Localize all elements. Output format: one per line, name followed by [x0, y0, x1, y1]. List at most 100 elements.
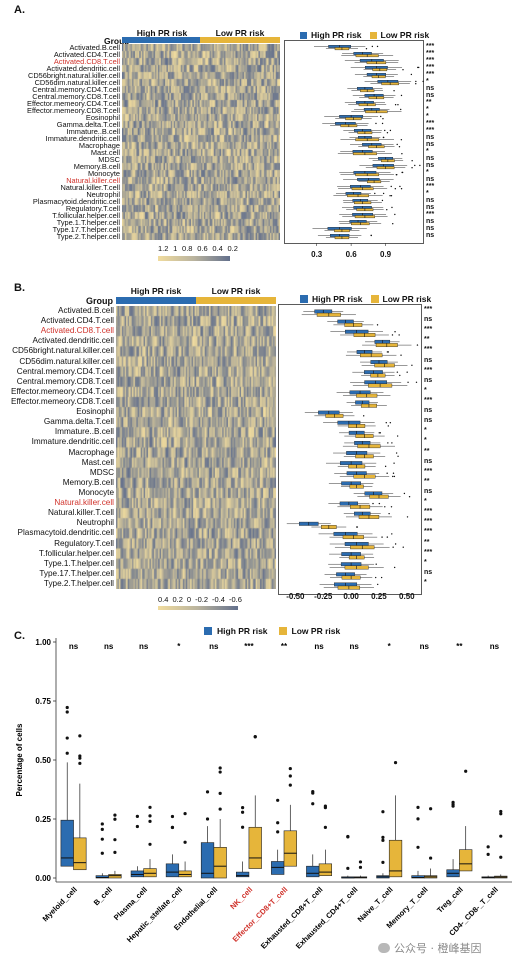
- significance-label: ***: [424, 346, 433, 354]
- outlier-point: [100, 851, 104, 855]
- outlier-point: [65, 705, 69, 710]
- outlier-point: [464, 769, 468, 773]
- outlier-point: [385, 422, 387, 424]
- outlier-point: [406, 371, 408, 373]
- outlier-point: [386, 208, 388, 211]
- significance-label: ns: [426, 231, 435, 239]
- significance-label: ns: [490, 642, 500, 651]
- significance-label: ns: [426, 161, 435, 169]
- outlier-point: [416, 845, 420, 849]
- outlier-point: [323, 804, 327, 808]
- row-label: Mast.cell: [90, 147, 120, 157]
- significance-label: *: [426, 77, 429, 85]
- outlier-point: [374, 192, 376, 195]
- row-label: Type.1.T.helper.cell: [56, 217, 120, 227]
- panel-a-scale-tick: 0.8: [182, 244, 193, 253]
- box-low: [178, 870, 192, 878]
- outlier-point: [388, 512, 390, 515]
- outlier-point: [415, 80, 417, 83]
- outlier-point: [78, 761, 82, 765]
- outlier-point: [381, 536, 383, 538]
- row-label: Monocyte: [87, 168, 120, 178]
- legend-low-label: Low PR risk: [380, 30, 430, 40]
- panel-b-axis-labels: -0.50 -0.25 0.00 0.25 0.50: [278, 592, 430, 604]
- outlier-point: [148, 819, 152, 823]
- outlier-point: [148, 842, 152, 846]
- y-tick-label: 0.50: [35, 756, 51, 765]
- legend-high-label: High PR risk: [217, 626, 268, 636]
- significance-label: ***: [244, 642, 254, 651]
- outlier-point: [380, 115, 382, 118]
- panel-b-scale-tick: 0: [186, 595, 192, 604]
- panel-a-axis-labels: 0.3 0.6 0.9: [284, 250, 424, 262]
- significance-label: **: [281, 642, 288, 651]
- outlier-point: [400, 354, 402, 356]
- row-label: Type.2.T.helper.cell: [43, 578, 114, 588]
- outlier-point: [311, 791, 315, 795]
- outlier-point: [392, 222, 394, 225]
- outlier-point: [135, 824, 139, 829]
- outlier-point: [391, 334, 394, 336]
- significance-label: *: [424, 498, 427, 506]
- outlier-point: [218, 791, 222, 795]
- outlier-point: [416, 817, 420, 821]
- x-tick-label: Naive_T_cell: [356, 885, 395, 924]
- outlier-point: [429, 856, 433, 860]
- row-label: Regulatory.T.cell: [54, 538, 114, 548]
- panel-b: B. Group High PR risk Low PR risk Activa…: [0, 278, 520, 610]
- legend-low-label: Low PR risk: [382, 294, 432, 304]
- outlier-point: [403, 492, 406, 495]
- significance-label: ***: [426, 126, 435, 134]
- panel-a-legend: High PR risk Low PR risk: [300, 30, 429, 40]
- outlier-point: [387, 351, 390, 353]
- row-label: Activated.CD8.T.cell: [40, 326, 114, 336]
- box-low: [73, 837, 87, 871]
- y-tick-label: 1.00: [35, 638, 51, 647]
- outlier-point: [381, 835, 385, 839]
- box-high: [306, 865, 320, 878]
- row-label: Central.memory.CD4.T.cell: [32, 84, 120, 94]
- outlier-point: [390, 194, 393, 197]
- row-label: Activated.CD4.T.cell: [40, 316, 114, 326]
- panel-a-group-bar-low: [200, 37, 280, 43]
- outlier-point: [346, 866, 350, 870]
- outlier-point: [391, 206, 393, 209]
- outlier-point: [378, 502, 381, 505]
- outlier-point: [394, 331, 396, 333]
- outlier-point: [205, 790, 210, 794]
- significance-label: ns: [426, 91, 435, 99]
- outlier-point: [411, 166, 413, 169]
- row-label: Memory.B.cell: [73, 161, 120, 171]
- significance-label: ns: [426, 217, 435, 225]
- significance-label: ns: [426, 133, 435, 141]
- panel-b-scale-tick: 0.2: [172, 595, 183, 604]
- outlier-point: [218, 770, 222, 774]
- outlier-point: [400, 108, 402, 111]
- row-label: Activated.B.cell: [69, 42, 120, 52]
- outlier-point: [415, 82, 417, 85]
- significance-label: ns: [104, 642, 114, 651]
- box-low: [143, 868, 157, 878]
- row-label: Gamma.delta.T.cell: [56, 119, 120, 129]
- x-tick-label: NK_cell: [228, 885, 254, 911]
- outlier-point: [113, 817, 117, 821]
- row-label: Effector.memeory.CD8.T.cell: [11, 397, 114, 407]
- row-label: Effector.memeory.CD8.T.cell: [27, 105, 120, 115]
- panel-a-colour-scale: [158, 256, 230, 261]
- significance-label: **: [424, 477, 430, 485]
- outlier-point: [399, 374, 401, 377]
- outlier-point: [389, 129, 392, 132]
- panel-b-colour-scale: [158, 606, 238, 610]
- outlier-point: [401, 171, 403, 174]
- panel-a-group-low: Low PR risk: [215, 28, 265, 38]
- outlier-point: [218, 766, 222, 770]
- outlier-point: [375, 122, 377, 125]
- significance-label: *: [424, 558, 427, 566]
- panel-a-scale-tick: 1: [173, 244, 178, 253]
- panel-a-row-labels: Activated.B.cell Activated.CD4.T.cell Acti…: [0, 42, 120, 241]
- significance-label: ns: [424, 568, 433, 576]
- outlier-point: [323, 825, 327, 829]
- outlier-point: [65, 751, 69, 755]
- outlier-point: [205, 817, 210, 821]
- legend-high-swatch: [300, 31, 307, 39]
